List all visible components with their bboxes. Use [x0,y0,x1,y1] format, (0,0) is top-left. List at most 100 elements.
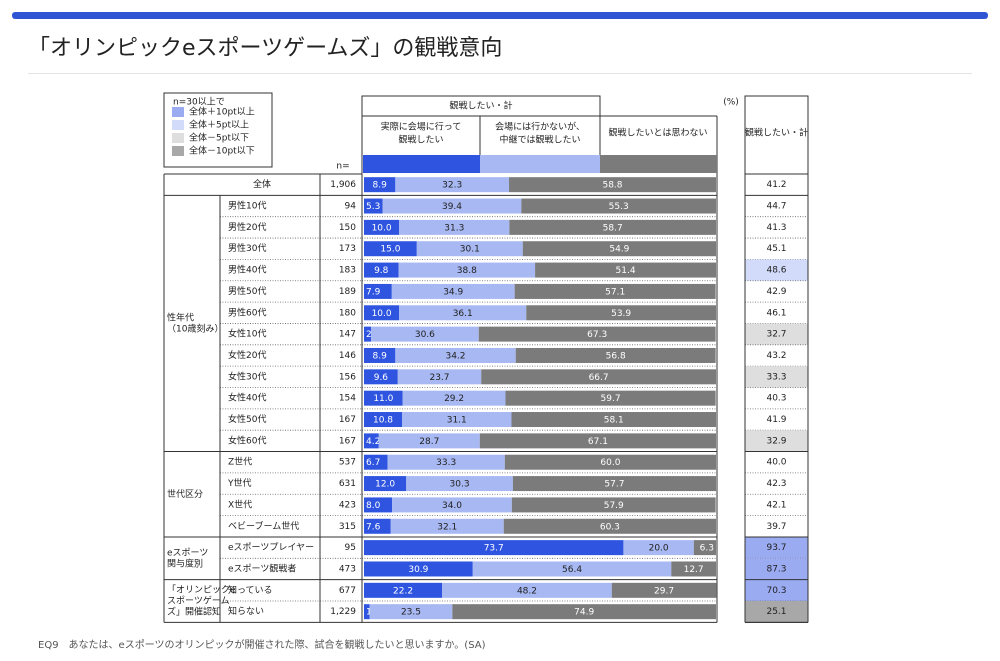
bar-segment [364,497,393,513]
row-n-value: 631 [339,479,356,489]
bar-value-label: 12.7 [684,565,704,575]
header-swatch-series-3 [600,155,717,173]
bar-segment [481,369,716,385]
bar-segment [391,283,515,299]
group-label: （10歳刻み） [167,322,223,334]
row-label: Z世代 [228,456,252,468]
bar-value-label: 7.6 [366,522,381,532]
row-n-value: 173 [339,244,356,254]
total-cell-highlight [745,601,808,623]
bar-value-label: 38.8 [457,266,477,276]
bar-value-label: 23.7 [429,373,449,383]
bar-value-label: 34.0 [442,501,462,511]
bar-value-label: 54.9 [609,245,629,255]
bar-segment [509,219,716,235]
bar-value-label: 8.9 [372,181,387,191]
bar-value-label: 22.2 [393,586,413,596]
bar-segment [535,262,716,278]
title-divider [28,73,972,74]
bar-segment [416,241,523,257]
bar-segment [611,582,717,598]
total-cell-highlight [745,323,808,345]
total-cell-highlight [745,366,808,388]
total-header-label: 観戦したい・計 [745,127,808,139]
bar-segment [693,540,716,556]
group-label: ズ」開催認知 [167,606,221,618]
bar-value-label: 15.0 [380,245,400,255]
bar-segment [364,347,396,363]
bar-value-label: 59.7 [601,394,621,404]
series-header-label: 中継では観戦したい [499,134,580,146]
total-value: 39.7 [766,522,786,532]
bar-value-label: 12.0 [375,480,395,490]
bar-value-label: 56.8 [606,351,626,361]
row-n-value: 677 [339,586,356,596]
bar-value-label: 57.1 [605,287,625,297]
bar-segment [364,582,443,598]
bar-value-label: 31.3 [444,223,464,233]
total-value: 44.7 [766,202,786,212]
row-label: 全体 [253,178,271,190]
bar-segment [395,177,510,193]
bar-value-label: 29.2 [444,394,464,404]
bar-value-label: 23.5 [401,608,421,618]
bar-value-label: 67.1 [588,437,608,447]
unit-label: (%) [723,98,739,108]
row-label: 男性50代 [228,285,266,297]
bar-value-label: 57.9 [604,501,624,511]
bar-segment [521,198,716,214]
bar-value-label: 32.3 [442,181,462,191]
row-n-value: 154 [339,394,356,404]
bar-segment [364,433,379,449]
header-swatch-series-2 [480,155,600,173]
legend-swatch [172,120,184,130]
bar-value-label: 8.0 [366,501,381,511]
total-cell-highlight [745,558,808,580]
total-value: 41.3 [766,223,786,233]
row-label: 男性10代 [228,200,266,212]
bar-value-label: 60.3 [600,522,620,532]
bar-value-label: 33.3 [436,458,456,468]
bar-segment [511,497,716,513]
bar-value-label: 51.4 [616,266,636,276]
legend-item-label: 全体－5pt以下 [189,132,249,144]
row-n-value: 95 [345,543,356,553]
bar-segment [364,177,396,193]
bar-value-label: 57.7 [604,480,624,490]
bar-segment [397,369,482,385]
footnote: EQ9 あなたは、eスポーツのオリンピックが開催された際、試合を観戦したいと思い… [38,640,486,651]
total-value: 42.9 [766,287,786,297]
bar-value-label: 20.0 [649,544,669,554]
total-value: 33.3 [766,372,786,382]
bar-value-label: 7.9 [366,287,381,297]
total-value: 40.3 [766,394,786,404]
bar-value-label: 4.2 [366,437,380,447]
bar-value-label: 58.7 [603,223,623,233]
bar-value-label: 34.9 [443,287,463,297]
total-cell-highlight [745,536,808,559]
total-cell-highlight [745,430,808,452]
bar-value-label: 55.3 [609,202,629,212]
bar-value-label: 29.7 [654,586,674,596]
bar-segment [364,476,407,492]
bar-segment [505,390,716,406]
bar-segment [442,582,612,598]
row-n-value: 156 [339,372,356,382]
bar-segment [364,283,392,299]
row-n-value: 147 [339,330,356,340]
row-label: 男性20代 [228,221,266,233]
bar-value-label: 32.1 [437,522,457,532]
row-label: 知らない [228,605,264,617]
row-n-value: 183 [339,266,356,276]
total-value: 48.6 [766,266,786,276]
top-accent-bar [12,12,988,19]
bar-segment [623,540,694,556]
total-value: 41.9 [766,415,786,425]
bar-segment [511,412,716,428]
bar-value-label: 60.0 [600,458,620,468]
page-title: 「オリンピックeスポーツゲームズ」の観戦意向 [28,36,503,61]
row-label: 知っている [228,584,273,596]
bar-value-label: 36.1 [453,309,473,319]
series-header-label: 観戦したい [398,134,443,146]
bar-segment [402,390,506,406]
